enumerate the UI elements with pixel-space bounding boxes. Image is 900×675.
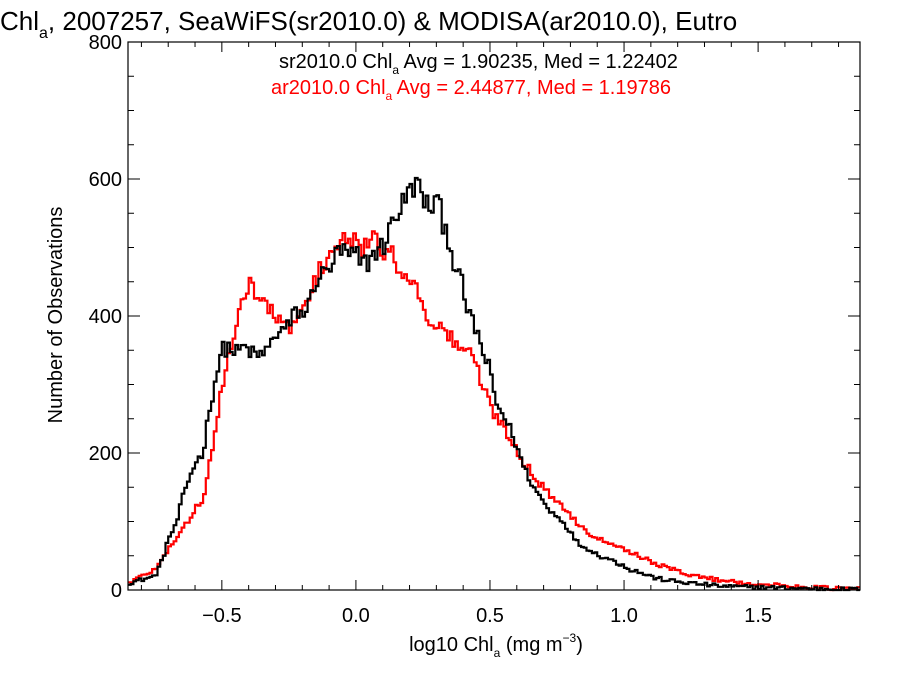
title-text: Chla​, 2007257, SeaWiFS(sr2010.0) & MODI… [0,6,737,42]
x-tick-label: 0.5 [476,605,504,627]
y-tick-label: 200 [89,443,122,465]
y-tick-label: 600 [89,169,122,191]
y-axis-label: Number of Observations [45,207,67,424]
legend: sr2010.0 Chla​ Avg = 1.90235, Med = 1.22… [271,51,678,103]
subscript: a [39,25,48,42]
superscript: −3 [563,631,577,645]
subscript: a [386,89,393,103]
text-run: Chl [0,6,39,36]
y-tick-label: 800 [89,32,122,54]
text-run: ) [576,634,583,656]
text-run: Avg = 1.90235, Med = 1.22402 [399,51,678,73]
text-run: log10 Chl [409,634,494,656]
x-tick-label: 1.0 [610,605,638,627]
y-tick-label: 400 [89,306,122,328]
text-run: Avg = 2.44877, Med = 1.19786 [392,77,671,99]
ticks-layer: −0.5 0.0 0.5 1.0 1.5 0 200 400 600 800 [89,32,860,627]
x-tick-label: 1.5 [744,605,772,627]
subscript: a [494,646,501,660]
series-sr2010-0-histogram [128,176,860,592]
x-tick-label: 0.0 [342,605,370,627]
series-layer [128,176,860,592]
subscript: a [392,63,399,77]
legend-entry-ar: ar2010.0 Chla​ Avg = 2.44877, Med = 1.19… [271,77,671,103]
x-tick-label: −0.5 [202,605,241,627]
series-ar2010-0-histogram [128,230,860,592]
y-tick-label: 0 [111,580,122,602]
text-run: (mg m [500,634,562,656]
text-run: sr2010.0 Chl [279,51,392,73]
text-run: , 2007257, SeaWiFS(sr2010.0) & MODISA(ar… [48,6,737,36]
text-run: ar2010.0 Chl [271,77,386,99]
chart-title: Chla​, 2007257, SeaWiFS(sr2010.0) & MODI… [0,6,737,42]
x-axis-label: log10 Chla​ (mg m−3​) [409,631,583,660]
legend-entry-sr: sr2010.0 Chla​ Avg = 1.90235, Med = 1.22… [279,51,678,77]
